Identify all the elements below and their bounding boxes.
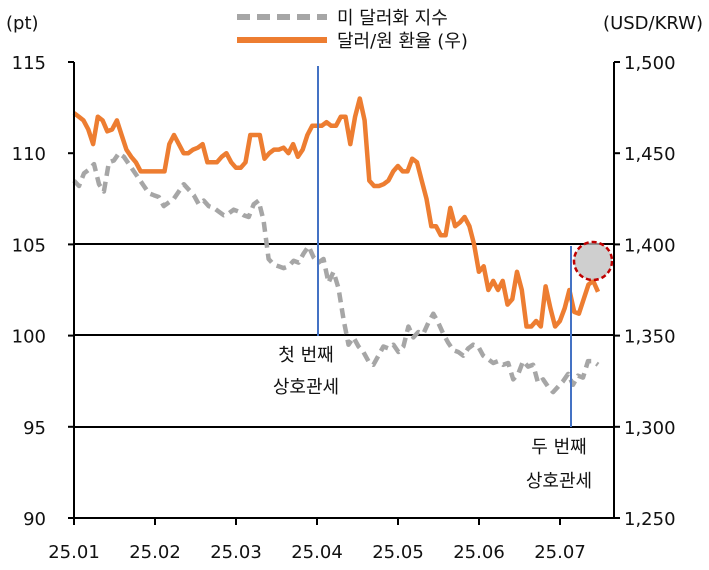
gridlines <box>74 243 614 428</box>
x-tick-label: 25.01 <box>48 542 100 563</box>
highlight-marker <box>572 240 614 282</box>
x-tick-label: 25.06 <box>453 542 505 563</box>
right-tick-label: 1,500 <box>624 53 676 74</box>
left-tick-label: 115 <box>12 53 46 74</box>
x-tick-label: 25.04 <box>291 542 343 563</box>
left-tick-label: 95 <box>23 418 46 439</box>
left-axis-unit: (pt) <box>6 13 39 34</box>
left-tick-label: 90 <box>23 509 46 530</box>
x-tick-label: 25.05 <box>372 542 424 563</box>
x-tick-label: 25.07 <box>534 542 586 563</box>
right-tick-label: 1,350 <box>624 327 676 348</box>
right-axis-unit: (USD/KRW) <box>603 13 703 34</box>
right-tick-label: 1,300 <box>624 418 676 439</box>
x-axis-tick-labels: 25.01 25.02 25.03 25.04 25.05 25.06 25.07 <box>48 542 586 563</box>
x-tick-label: 25.03 <box>210 542 262 563</box>
left-tick-label: 110 <box>12 144 46 165</box>
right-axis-tick-labels: 1,500 1,450 1,400 1,350 1,300 1,250 <box>624 53 676 530</box>
x-tick-label: 25.02 <box>129 542 181 563</box>
left-tick-label: 100 <box>12 327 46 348</box>
annotation-first-tariff-line2: 상호관세 <box>273 377 339 398</box>
series-line-dollar-index <box>72 150 600 395</box>
annotation-second-tariff-line1: 두 번째 <box>531 437 586 458</box>
annotation-second-tariff-line2: 상호관세 <box>526 471 592 492</box>
annotation-first-tariff-line1: 첫 번째 <box>278 345 333 366</box>
left-tick-label: 105 <box>12 235 46 256</box>
right-tick-label: 1,250 <box>624 509 676 530</box>
right-tick-label: 1,450 <box>624 144 676 165</box>
plot-frame <box>73 62 615 519</box>
legend: 미 달러화 지수 달러/원 환율 (우) <box>237 8 468 52</box>
highlight-circle <box>572 240 614 282</box>
right-tick-label: 1,400 <box>624 235 676 256</box>
legend-label-usdkrw: 달러/원 환율 (우) <box>337 31 468 52</box>
left-axis-tick-labels: 115 110 105 100 95 90 <box>12 53 46 530</box>
series-line-usdkrw <box>72 96 601 329</box>
axis-ticks <box>68 61 620 525</box>
legend-label-dollar-index: 미 달러화 지수 <box>337 8 448 29</box>
